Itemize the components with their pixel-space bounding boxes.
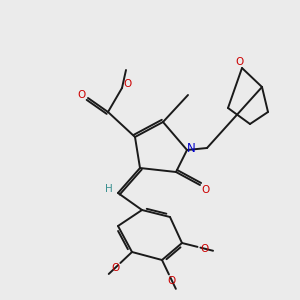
Text: O: O: [236, 57, 244, 67]
Text: O: O: [168, 276, 176, 286]
Text: N: N: [187, 142, 195, 154]
Text: O: O: [200, 244, 208, 254]
Text: O: O: [77, 90, 85, 100]
Text: H: H: [105, 184, 113, 194]
Text: O: O: [124, 79, 132, 89]
Text: O: O: [202, 185, 210, 195]
Text: O: O: [111, 263, 119, 273]
